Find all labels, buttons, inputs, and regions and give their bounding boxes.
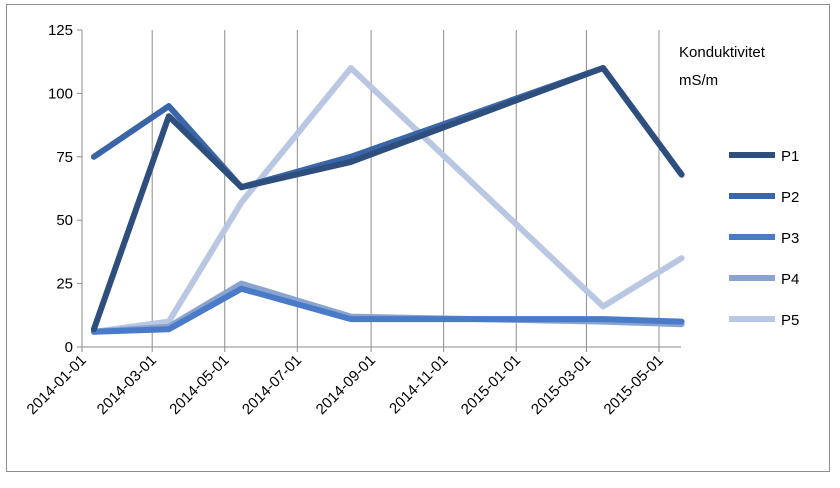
y-tick-label: 75	[56, 149, 73, 166]
series-line-p1	[90, 65, 685, 333]
y-axis-label-line-1: Konduktivitet	[679, 44, 766, 61]
y-tick-label: 25	[56, 276, 73, 293]
y-tick-labels: 0 25 50 75 100 125	[48, 22, 73, 356]
x-tick-label: 2014-01-01	[24, 352, 90, 418]
legend-label-p1: P1	[781, 148, 799, 165]
y-tick-label: 100	[48, 85, 73, 102]
series-line-p5	[90, 65, 685, 335]
chart-frame: 0 25 50 75 100 125 2014-01-01 2014-03-01 2014-0…	[6, 4, 830, 472]
x-tick-labels: 2014-01-01 2014-03-01 2014-05-01 2014-07-01…	[24, 352, 667, 418]
x-tick-label: 2014-09-01	[313, 352, 379, 418]
legend-label-p4: P4	[781, 271, 799, 288]
x-tick-label: 2014-11-01	[386, 352, 451, 417]
legend-label-p2: P2	[781, 189, 799, 206]
x-tick-label: 2014-07-01	[239, 352, 305, 418]
x-tick-label: 2015-01-01	[458, 352, 524, 418]
axes	[77, 29, 681, 348]
series-line-p3	[90, 285, 685, 335]
y-tick-label: 50	[56, 212, 73, 229]
legend-label-p5: P5	[781, 312, 799, 329]
series-lines	[90, 65, 685, 335]
x-tick-label: 2014-03-01	[94, 352, 160, 418]
x-tick-label: 2014-05-01	[166, 352, 232, 418]
x-tick-label: 2015-05-01	[601, 352, 667, 418]
legend-label-p3: P3	[781, 230, 799, 247]
y-tick-label: 125	[48, 22, 73, 39]
y-tick-label: 0	[65, 339, 73, 356]
x-tick-label: 2015-03-01	[528, 352, 594, 418]
legend: P1 P2 P3 P4 P5	[729, 148, 799, 329]
y-axis-label-line-2: mS/m	[679, 72, 718, 89]
